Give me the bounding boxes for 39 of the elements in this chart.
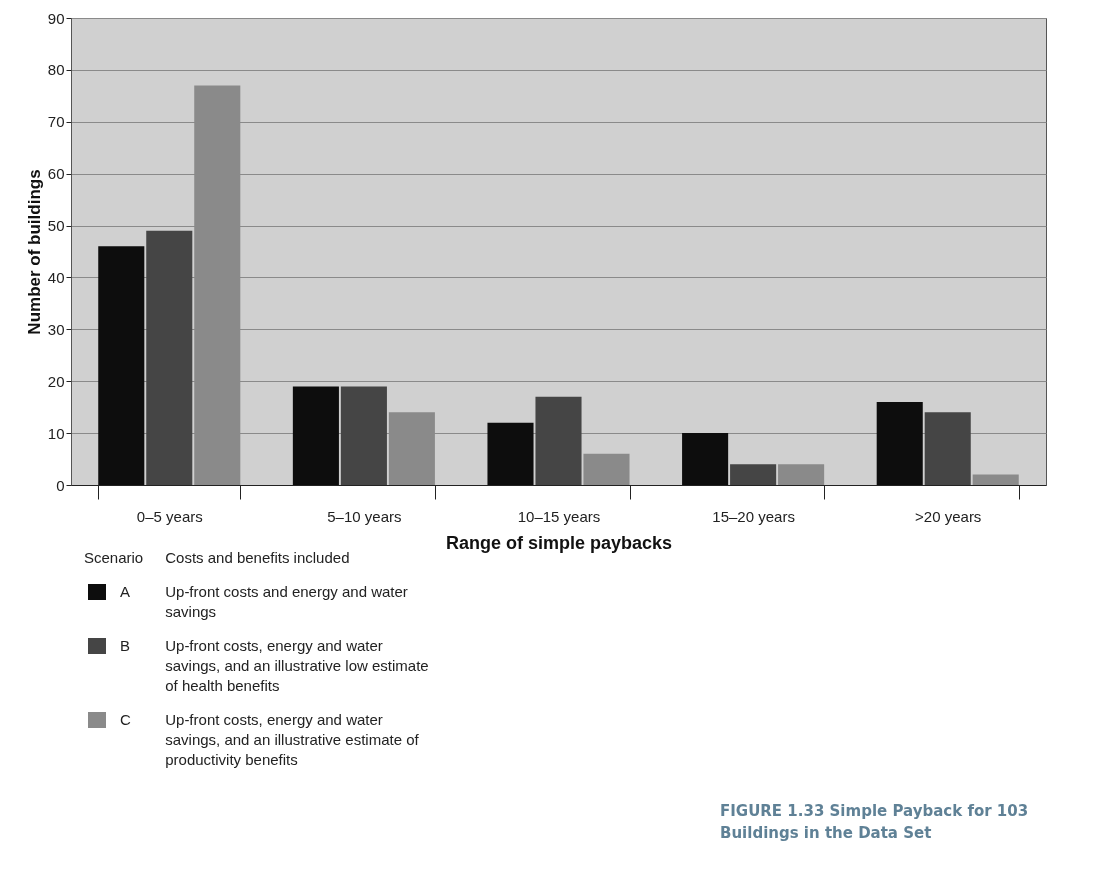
bar [340, 386, 387, 485]
text: FIGURE 1.33 Simple Payback for 103 Buildings in the Data Set [720, 801, 1030, 844]
bar [924, 412, 971, 485]
bar [682, 433, 729, 485]
bar [583, 453, 630, 485]
y-tick-label: 40 [47, 268, 65, 286]
y-tick-label: 70 [47, 113, 65, 131]
y-axis-title: Number of buildings [24, 169, 44, 335]
x-tick-label: 5–10 years [327, 507, 402, 525]
bar [146, 230, 193, 485]
x-tick-label: 10–15 years [517, 507, 601, 525]
text: Up-front costs, energy and water savings, and an illustrative low estimate of health benefits [164, 636, 430, 696]
bar [730, 464, 777, 485]
bar [292, 386, 339, 485]
y-tick-label: 60 [47, 165, 65, 183]
bar [98, 246, 145, 485]
legend-label: B [120, 637, 131, 654]
bar [535, 396, 582, 485]
text: Costs and benefits included [164, 548, 351, 568]
y-tick-label: 30 [47, 320, 65, 338]
x-tick-label: 15–20 years [712, 507, 795, 525]
text: Up-front costs and energy and water savings [164, 582, 409, 622]
x-axis-title: Range of simple paybacks [445, 532, 673, 553]
legend-label: C [120, 711, 131, 728]
y-tick-label: 20 [47, 372, 65, 390]
legend-label: A [120, 583, 131, 600]
y-tick-label: 90 [47, 9, 65, 27]
legend-title: Scenario [84, 548, 144, 568]
y-tick-label: 0 [56, 476, 65, 494]
bar [778, 464, 825, 485]
y-tick-label: 50 [47, 217, 65, 235]
bar [876, 401, 923, 485]
y-tick-label: 80 [47, 61, 65, 79]
bar [487, 422, 534, 485]
text: Up-front costs, energy and water savings, and an illustrative estimate of productivity benefits [164, 710, 420, 770]
bar [972, 474, 1019, 485]
x-tick-label: 0–5 years [136, 507, 203, 525]
y-tick-label: 10 [47, 424, 65, 442]
x-tick-label: >20 years [915, 507, 982, 525]
